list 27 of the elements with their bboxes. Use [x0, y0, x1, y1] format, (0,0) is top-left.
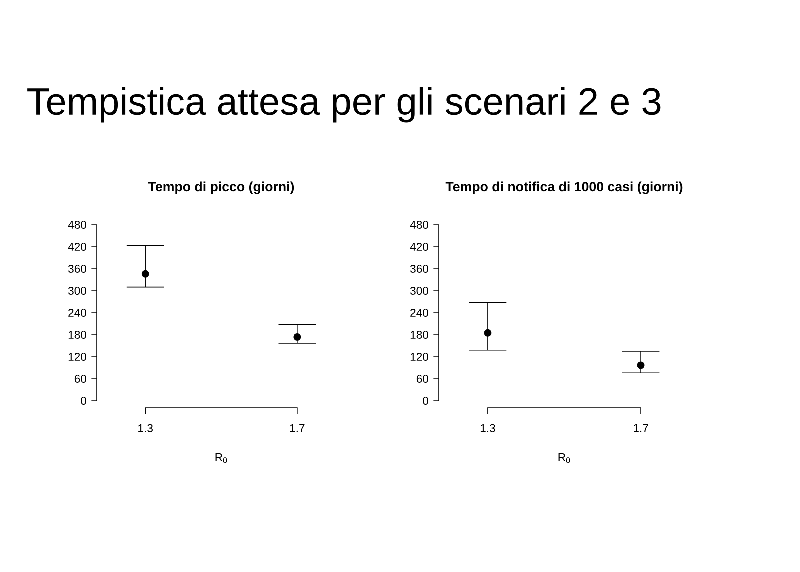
y-tick-label: 60: [74, 374, 87, 384]
x-axis-title: R$_{0}$: [216, 454, 228, 464]
y-tick-label: 60: [416, 374, 429, 384]
y-tick-label: 300: [68, 287, 87, 296]
y-tick-label: 480: [410, 221, 429, 230]
y-tick-label: 480: [68, 221, 87, 230]
x-tick-label: 1.7: [290, 424, 305, 432]
y-tick-label: 420: [68, 243, 87, 252]
y-tick-label: 0: [423, 396, 429, 406]
x-tick-label: 1.7: [634, 424, 648, 432]
y-tick-label: 360: [68, 265, 87, 274]
chart-title: Tempo di notifica di 1000 casi (giorni): [446, 182, 683, 194]
x-axis-title: R$_{0}$: [558, 454, 570, 464]
y-tick-label: 360: [410, 265, 429, 274]
y-tick-label: 240: [410, 308, 429, 318]
x-tick-label: 1.3: [138, 424, 153, 432]
y-tick-label: 180: [410, 331, 429, 340]
text: Tempistica attesa per gli scenari 2 e 3: [28, 87, 661, 123]
y-tick-label: 420: [410, 243, 429, 252]
y-tick-label: 300: [410, 287, 429, 296]
y-tick-label: 180: [68, 331, 87, 340]
x-tick-label: 1.3: [480, 424, 496, 432]
y-tick-label: 240: [68, 308, 87, 318]
y-tick-label: 120: [68, 353, 87, 362]
y-tick-label: 120: [410, 353, 429, 362]
chart-title: Tempo di picco (giorni): [148, 182, 294, 194]
y-tick-label: 0: [81, 396, 87, 406]
